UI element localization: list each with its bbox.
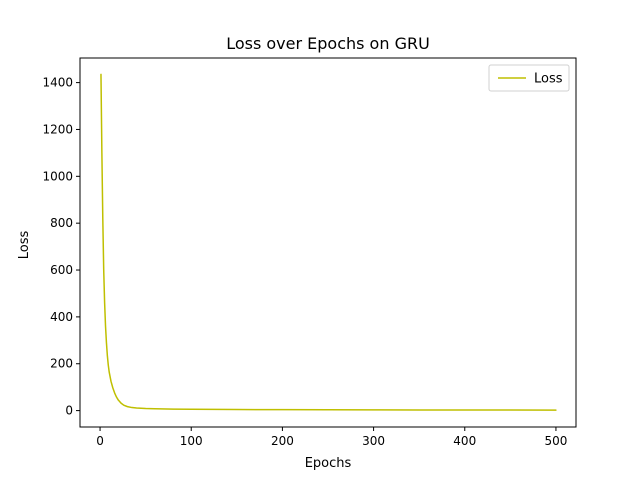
x-tick-label: 400 — [453, 434, 476, 448]
plot-area: 0 100 200 300 400 500 0 200 400 600 800 1000 1200 140… — [42, 57, 577, 448]
plot-frame — [79, 57, 577, 428]
chart-title: Loss over Epochs on GRU — [226, 34, 430, 53]
y-tick-label: 400 — [50, 310, 73, 324]
x-axis-label: Epochs — [305, 456, 352, 471]
x-tick-label: 0 — [96, 434, 104, 448]
x-tick-label: 200 — [271, 434, 294, 448]
x-tick-label: 100 — [180, 434, 203, 448]
series-line-loss — [100, 73, 557, 411]
y-tick-label: 1000 — [42, 169, 73, 183]
y-tick-label: 0 — [65, 404, 73, 418]
legend: Loss — [488, 64, 570, 92]
y-tick-label: 800 — [50, 216, 73, 230]
y-tick-label: 1200 — [42, 122, 73, 136]
y-axis-label: Loss — [17, 231, 32, 260]
y-tick-label: 200 — [50, 357, 73, 371]
legend-label: Loss — [534, 72, 563, 87]
x-tick-label: 300 — [362, 434, 385, 448]
y-tick-label: 600 — [50, 263, 73, 277]
legend-box — [488, 64, 570, 92]
y-tick-label: 1400 — [42, 76, 73, 90]
x-tick-label: 500 — [544, 434, 567, 448]
